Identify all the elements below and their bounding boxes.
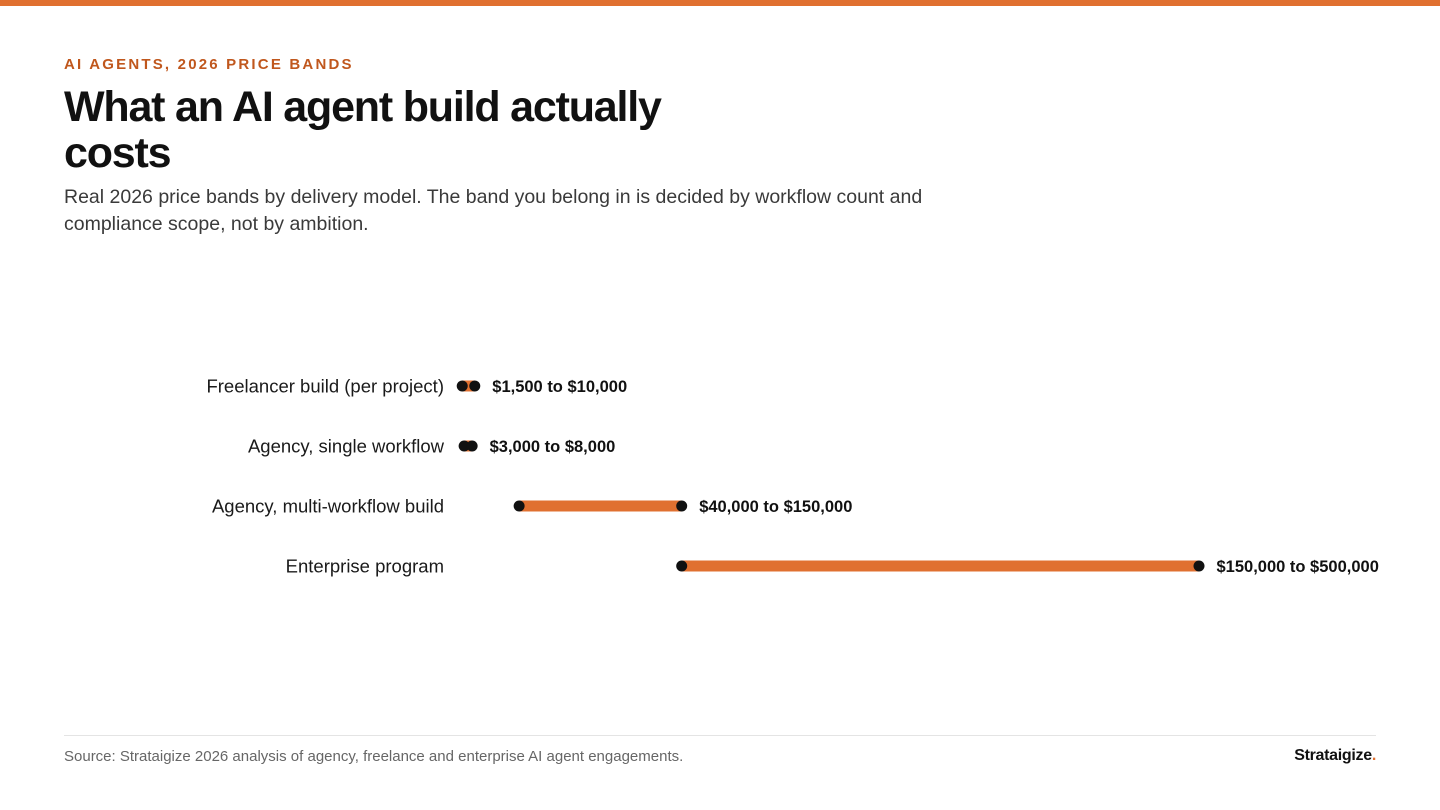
category-label: Freelancer build (per project)	[206, 376, 444, 397]
range-max-dot	[469, 380, 481, 392]
brand-name: Strataigize	[1294, 747, 1372, 764]
footer-divider	[64, 735, 1376, 736]
category-label: Agency, multi-workflow build	[212, 496, 444, 517]
page-subtitle: Real 2026 price bands by delivery model.…	[64, 186, 923, 235]
category-label: Enterprise program	[286, 556, 444, 577]
range-max-dot	[1193, 560, 1205, 572]
range-max-dot	[676, 500, 688, 512]
eyebrow-label: AI AGENTS, 2026 PRICE BANDS	[64, 56, 354, 73]
range-min-dot	[676, 560, 688, 572]
range-row: Enterprise program $150,000 to $500,000	[286, 556, 1379, 577]
range-row: Agency, multi-workflow build $40,000 to $…	[212, 496, 852, 517]
category-label: Agency, single workflow	[248, 436, 445, 457]
top-accent-bar	[0, 0, 1440, 6]
price-range-chart: Freelancer build (per project) $1,500 to …	[206, 376, 1379, 577]
range-row: Agency, single workflow $3,000 to $8,000	[248, 436, 615, 457]
range-bar	[462, 380, 475, 392]
page-title: What an AI agent build actually costs	[64, 83, 662, 177]
range-min-dot	[513, 500, 525, 512]
range-min-dot	[458, 440, 470, 452]
range-max-dot	[466, 440, 478, 452]
range-value-label: $40,000 to $150,000	[699, 498, 852, 516]
range-row: Freelancer build (per project) $1,500 to …	[206, 376, 627, 397]
source-note: Source: Strataigize 2026 analysis of age…	[64, 748, 684, 765]
brand-logo: Strataigize.	[1294, 747, 1376, 765]
range-bar	[681, 560, 1199, 572]
range-value-label: $1,500 to $10,000	[492, 378, 627, 396]
brand-dot: .	[1371, 747, 1376, 764]
range-bar	[519, 500, 682, 512]
range-value-label: $150,000 to $500,000	[1217, 558, 1379, 576]
range-min-dot	[456, 380, 468, 392]
range-value-label: $3,000 to $8,000	[490, 438, 616, 456]
